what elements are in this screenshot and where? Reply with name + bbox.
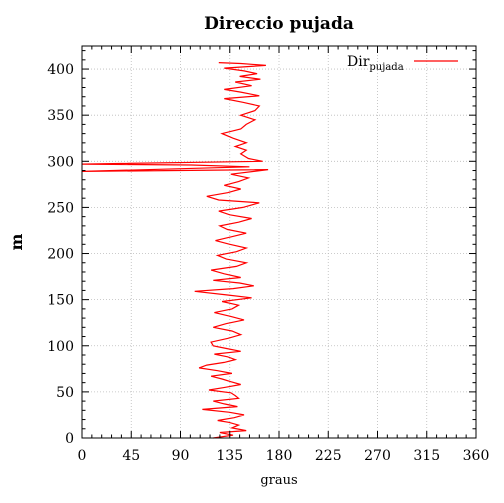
y-tick-label: 400 xyxy=(47,62,74,78)
x-tick-label: 180 xyxy=(266,448,293,464)
y-tick-label: 150 xyxy=(47,293,74,309)
legend-series-name: Dir xyxy=(347,54,370,70)
x-tick-label: 225 xyxy=(315,448,342,464)
chart-title: Direccio pujada xyxy=(204,14,354,34)
y-tick-label: 200 xyxy=(47,247,74,263)
x-tick-label: 270 xyxy=(364,448,391,464)
legend: Dirpujada xyxy=(347,54,458,73)
y-tick-label: 350 xyxy=(47,108,74,124)
x-tick-label: 315 xyxy=(413,448,440,464)
x-tick-label: 45 xyxy=(122,448,140,464)
x-tick-label: 90 xyxy=(172,448,190,464)
x-axis-label: graus xyxy=(260,473,297,488)
x-tick-label: 360 xyxy=(463,448,490,464)
y-tick-label: 300 xyxy=(47,154,74,170)
series-line-dir-pujada xyxy=(81,62,269,439)
x-tick-label: 135 xyxy=(216,448,243,464)
grid xyxy=(82,46,476,438)
x-tick-label: 0 xyxy=(78,448,87,464)
y-axis-label: m xyxy=(7,233,26,250)
legend-label: Dirpujada xyxy=(347,54,404,73)
y-tick-label: 250 xyxy=(47,200,74,216)
x-tick-labels: 0 45 90 135 180 225 270 315 360 xyxy=(78,448,490,464)
axis-ticks xyxy=(81,46,477,439)
legend-series-subscript: pujada xyxy=(369,62,403,73)
y-tick-label: 50 xyxy=(56,385,74,401)
y-tick-label: 100 xyxy=(47,339,74,355)
y-tick-labels: 0 50 100 150 200 250 300 350 400 xyxy=(47,62,74,447)
y-tick-label: 0 xyxy=(65,431,74,447)
